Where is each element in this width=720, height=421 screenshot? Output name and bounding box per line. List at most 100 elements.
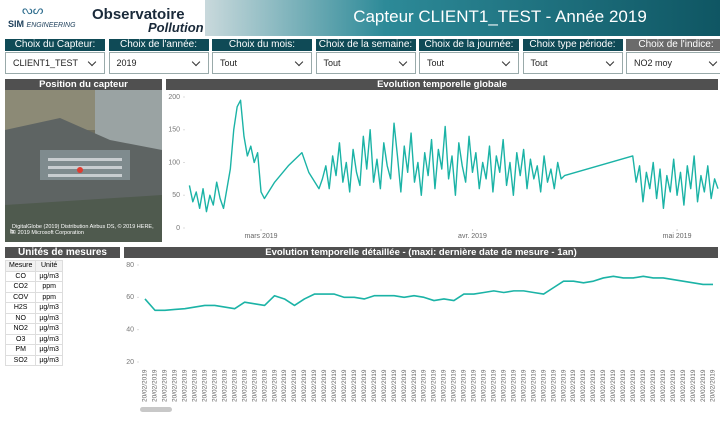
x-tick-label: 20/02/2019 [172,369,179,402]
x-tick-label: 20/02/2019 [660,369,667,402]
filter-dropdown[interactable]: Tout [212,52,312,74]
x-tick-label: 20/02/2019 [261,369,268,402]
logo-text: SIM [8,19,24,29]
filter-label: Choix de l'année: [109,39,209,51]
filter-label: Choix du mois: [212,39,312,51]
x-tick-label: 20/02/2019 [471,369,478,402]
column-header: Mesure [6,261,36,272]
filter-label: Choix du Capteur: [5,39,105,51]
panel-title: Evolution temporelle détaillée - (maxi: … [124,247,718,258]
x-tick-label: mars 2019 [244,233,277,240]
data-line [189,100,718,211]
x-tick-label: 20/02/2019 [431,369,438,402]
x-tick-label: 20/02/2019 [680,369,687,402]
x-tick-label: 20/02/2019 [570,369,577,402]
x-tick-label: avr. 2019 [458,233,487,240]
x-tick-label: 20/02/2019 [401,369,408,402]
x-tick-label: 20/02/2019 [441,369,448,402]
y-tick-label: 40 [126,327,134,334]
filter-dropdown[interactable]: CLIENT1_TEST [5,52,105,74]
y-tick-label: 100 [168,159,180,166]
scrollbar[interactable] [140,407,172,412]
x-tick-label: 20/02/2019 [281,369,288,402]
table-cell: CO [6,271,36,282]
brand-sub: Pollution [148,20,204,35]
x-tick-label: 20/02/2019 [620,369,627,402]
x-tick-label: 20/02/2019 [341,369,348,402]
x-tick-label: 20/02/2019 [421,369,428,402]
x-tick-label: 20/02/2019 [221,369,228,402]
x-tick-label: 20/02/2019 [630,369,637,402]
filter-dropdown[interactable]: NO2 moy [626,52,720,74]
y-tick-label: 60 [126,294,134,301]
filter-dropdown[interactable]: Tout [523,52,623,74]
x-tick-label: 20/02/2019 [271,369,278,402]
x-tick-label: 20/02/2019 [411,369,418,402]
x-tick-label: 20/02/2019 [321,369,328,402]
table-cell: SO2 [6,355,36,366]
column-header: Unité [36,261,63,272]
x-tick-label: 20/02/2019 [201,369,208,402]
table-cell: ppm [36,282,63,293]
y-tick-label: 150 [168,127,180,134]
table-cell: CO2 [6,282,36,293]
x-tick-label: 20/02/2019 [670,369,677,402]
map: b [5,90,162,242]
panel-title: Evolution temporelle globale [166,79,718,90]
table-cell: H2S [6,303,36,314]
x-tick-label: 20/02/2019 [540,369,547,402]
y-tick-label: 20 [126,359,134,366]
x-tick-label: 20/02/2019 [361,369,368,402]
x-tick-label: 20/02/2019 [580,369,587,402]
table-cell: ppm [36,292,63,303]
x-tick-label: 20/02/2019 [162,369,169,402]
table-cell: µg/m3 [36,313,63,324]
filter-label: Choix de l'indice: [626,39,720,51]
table-cell: µg/m3 [36,324,63,335]
x-tick-label: 20/02/2019 [142,369,149,402]
x-tick-label: 20/02/2019 [490,369,497,402]
x-tick-label: 20/02/2019 [331,369,338,402]
x-tick-label: 20/02/2019 [650,369,657,402]
data-line [145,276,713,310]
x-tick-label: 20/02/2019 [152,369,159,402]
x-tick-label: 20/02/2019 [590,369,597,402]
filter-dropdown[interactable]: 2019 [109,52,209,74]
x-tick-label: 20/02/2019 [351,369,358,402]
x-tick-label: 20/02/2019 [291,369,298,402]
x-tick-label: 20/02/2019 [301,369,308,402]
x-tick-label: 20/02/2019 [391,369,398,402]
filter-label: Choix de la semaine: [316,39,416,51]
table-cell: NO [6,313,36,324]
x-tick-label: 20/02/2019 [530,369,537,402]
filter-dropdown[interactable]: Tout [316,52,416,74]
x-tick-label: 20/02/2019 [192,369,199,402]
filter-label: Choix type période: [523,39,623,51]
x-tick-label: 20/02/2019 [550,369,557,402]
table-cell: µg/m3 [36,355,63,366]
logo-sub: ENGINEERING [27,22,76,29]
x-tick-label: 20/02/2019 [371,369,378,402]
x-tick-label: 20/02/2019 [700,369,707,402]
x-tick-label: 20/02/2019 [520,369,527,402]
x-tick-label: 20/02/2019 [182,369,189,402]
table-cell: NO2 [6,324,36,335]
table-cell: µg/m3 [36,303,63,314]
table-cell: µg/m3 [36,334,63,345]
filter-dropdown[interactable]: Tout [419,52,519,74]
table-row: SO2µg/m3 [6,355,63,366]
page-title: Capteur CLIENT1_TEST - Année 2019 [300,7,700,27]
x-tick-label: 20/02/2019 [211,369,218,402]
panel-title: Unités de mesures [5,247,120,258]
